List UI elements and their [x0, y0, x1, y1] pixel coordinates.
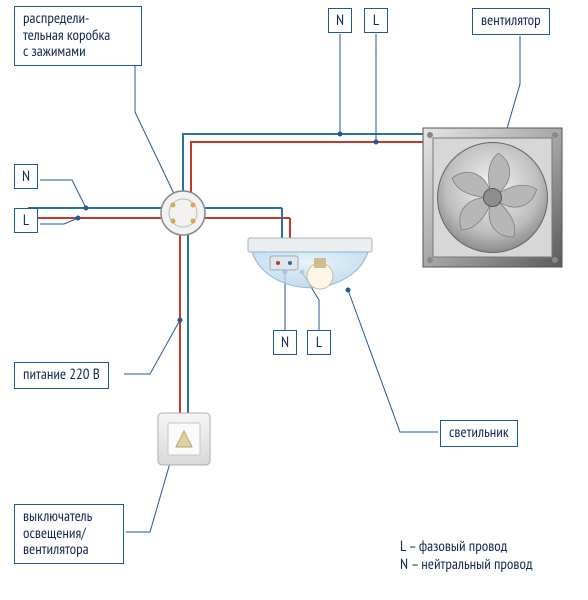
fan-icon	[423, 128, 562, 267]
switch-icon	[158, 413, 210, 465]
callouts	[40, 34, 520, 532]
l-lamp-label: L	[307, 330, 331, 355]
legend-text: L – фазовый провод N – нейтральный прово…	[400, 538, 533, 574]
n-top-label: N	[328, 8, 352, 33]
l-top-label: L	[364, 8, 388, 33]
fan-label: вентилятор	[472, 8, 550, 35]
n-left-label: N	[14, 164, 38, 189]
legend-line2: N – нейтральный провод	[400, 556, 533, 574]
junction-box-label: распредели- тельная коробка с зажимами	[14, 6, 142, 66]
junction-box-icon	[161, 191, 205, 235]
switch-label: выключатель освещения/ вентилятора	[14, 504, 124, 564]
l-left-label: L	[14, 208, 38, 233]
n-lamp-label: N	[273, 330, 297, 355]
power-label: питание 220 В	[14, 362, 109, 389]
legend-line1: L – фазовый провод	[400, 538, 533, 556]
lamp-label: светильник	[440, 420, 518, 447]
lamp-icon	[248, 238, 372, 289]
